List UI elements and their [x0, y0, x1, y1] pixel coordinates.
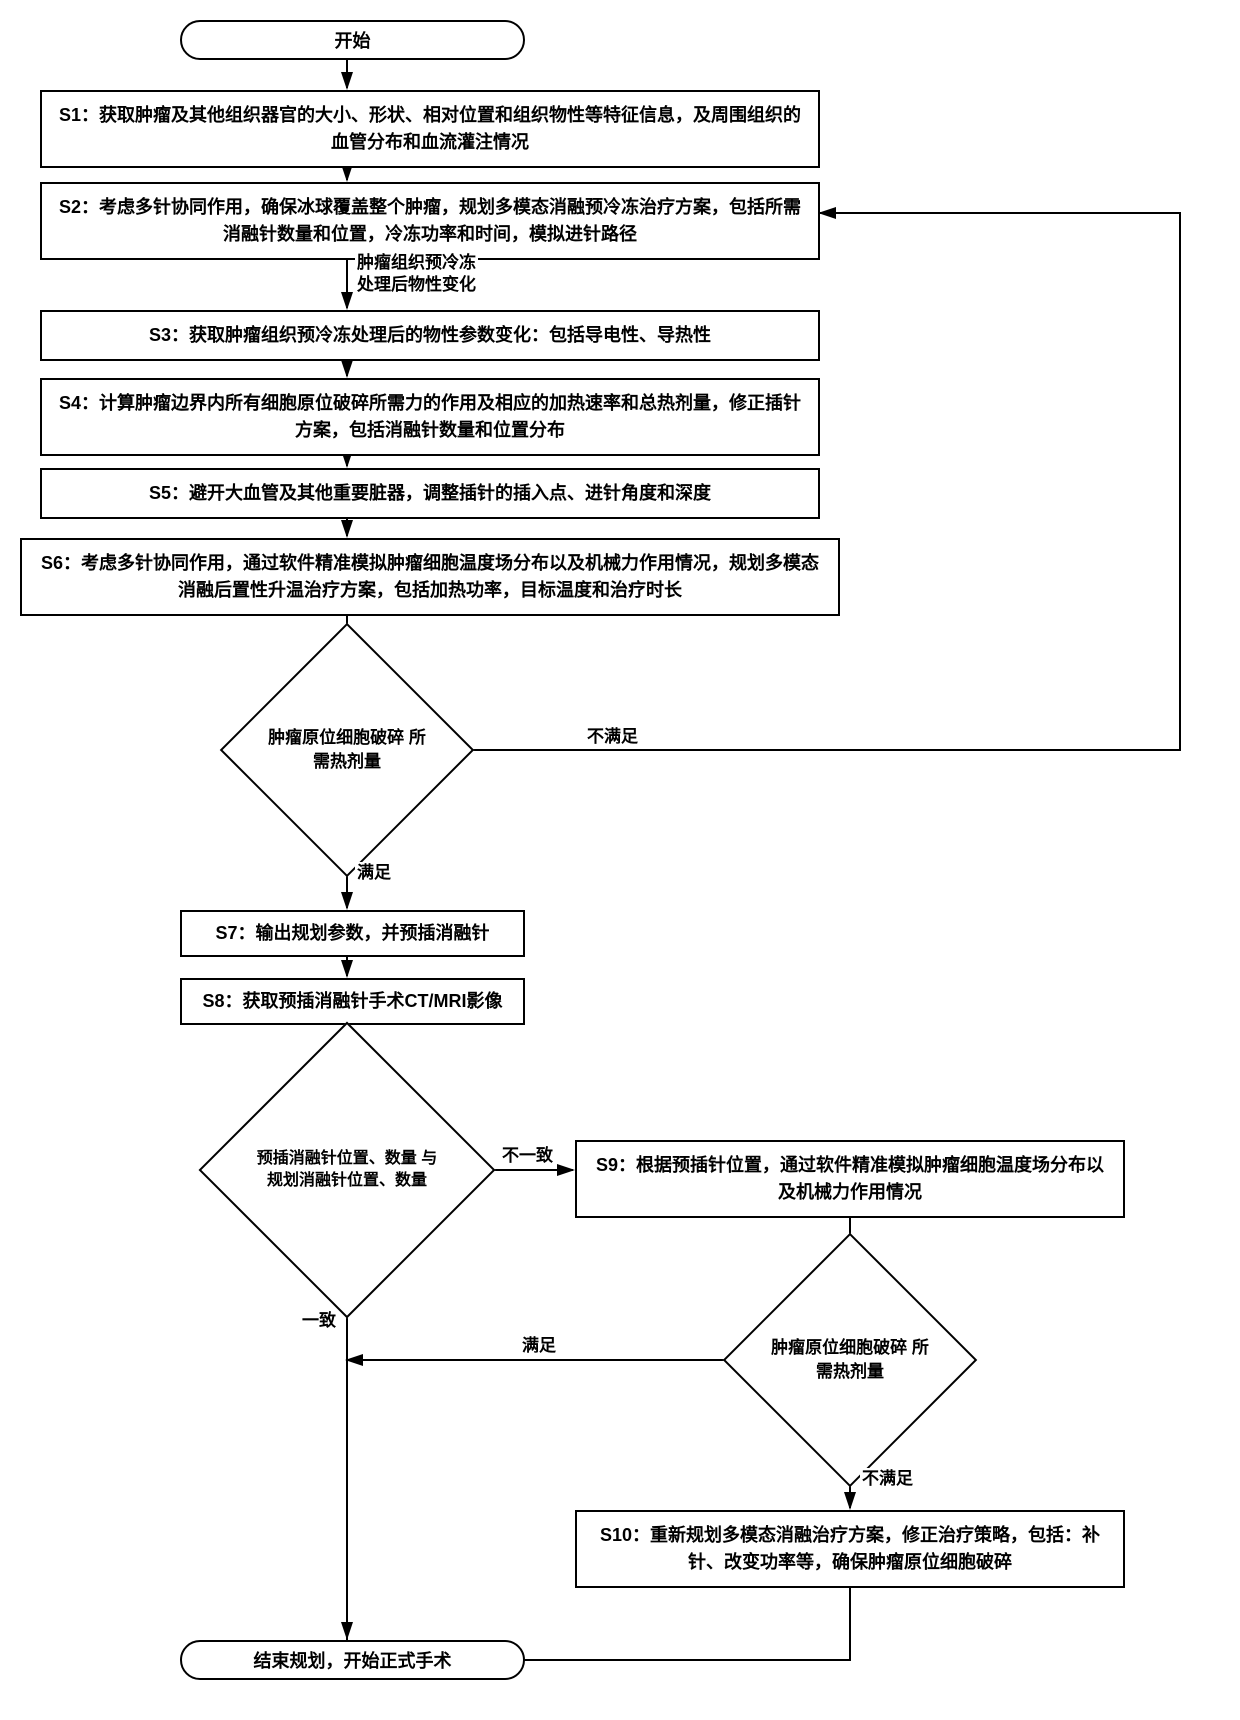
label-d1-yes: 满足: [355, 862, 393, 884]
label-d2-yes: 一致: [300, 1310, 338, 1332]
decision-d1: 肿瘤原位细胞破碎 所需热剂量: [257, 660, 437, 840]
label-d3-no: 不满足: [860, 1468, 915, 1490]
terminal-end: 结束规划，开始正式手术: [180, 1640, 525, 1680]
step-s1: S1：获取肿瘤及其他组织器官的大小、形状、相对位置和组织物性等特征信息，及周围组…: [40, 90, 820, 168]
step-s5: S5：避开大血管及其他重要脏器，调整插针的插入点、进针角度和深度: [40, 468, 820, 519]
step-s8: S8：获取预插消融针手术CT/MRI影像: [180, 978, 525, 1025]
step-s3: S3：获取肿瘤组织预冷冻处理后的物性参数变化：包括导电性、导热性: [40, 310, 820, 361]
label-d2-no: 不一致: [500, 1145, 555, 1167]
flowchart-root: 开始 结束规划，开始正式手术 S1：获取肿瘤及其他组织器官的大小、形状、相对位置…: [20, 20, 1220, 1700]
label-d1-no: 不满足: [585, 726, 640, 748]
connectors-svg: [20, 20, 1220, 1700]
step-s10: S10：重新规划多模态消融治疗方案，修正治疗策略，包括：补针、改变功率等，确保肿…: [575, 1510, 1125, 1588]
decision-d2: 预插消融针位置、数量 与规划消融针位置、数量: [242, 1065, 452, 1275]
step-s4: S4：计算肿瘤边界内所有细胞原位破碎所需力的作用及相应的加热速率和总热剂量，修正…: [40, 378, 820, 456]
label-d3-yes: 满足: [520, 1335, 558, 1357]
label-s2-s3: 肿瘤组织预冷冻 处理后物性变化: [355, 252, 478, 296]
terminal-start: 开始: [180, 20, 525, 60]
step-s6: S6：考虑多针协同作用，通过软件精准模拟肿瘤细胞温度场分布以及机械力作用情况，规…: [20, 538, 840, 616]
step-s2: S2：考虑多针协同作用，确保冰球覆盖整个肿瘤，规划多模态消融预冷冻治疗方案，包括…: [40, 182, 820, 260]
step-s7: S7：输出规划参数，并预插消融针: [180, 910, 525, 957]
decision-d3: 肿瘤原位细胞破碎 所需热剂量: [760, 1270, 940, 1450]
step-s9: S9：根据预插针位置，通过软件精准模拟肿瘤细胞温度场分布以及机械力作用情况: [575, 1140, 1125, 1218]
